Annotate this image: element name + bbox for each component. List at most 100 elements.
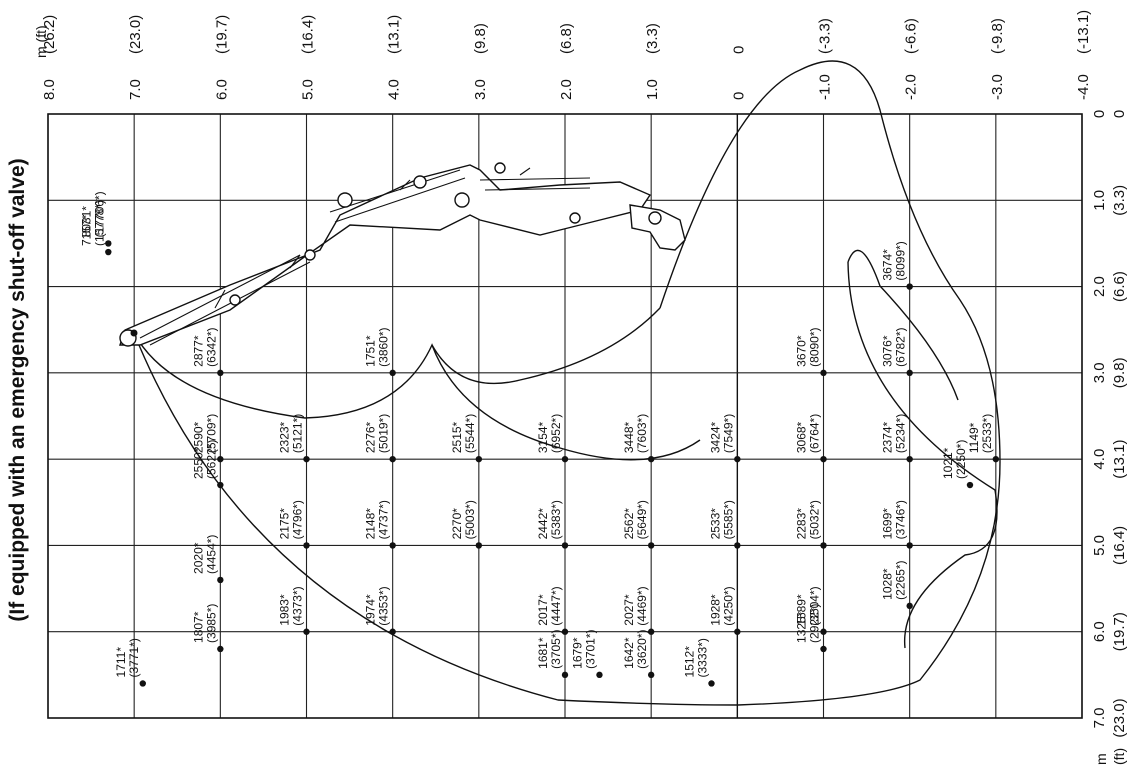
reach-tick-label-m: 3.0: [1091, 362, 1108, 383]
capacity-lb: (15778*): [92, 200, 106, 246]
reach-tick-label-ft: (6.6): [1111, 271, 1128, 302]
capacity-kg: 7157*: [79, 214, 93, 246]
capacity-kg: 2562*: [622, 508, 636, 540]
dig-depth-curve: [847, 261, 998, 649]
reach-tick-label-ft: (23.0): [1111, 698, 1128, 737]
capacity-lb: (4469*): [635, 586, 649, 625]
capacity-kg: 1021*: [941, 447, 955, 479]
bucket-pin: [648, 211, 662, 225]
capacity-label: 1679* (3701*): [570, 629, 597, 668]
capacity-label: 1983* (4373*): [278, 586, 305, 625]
arm-pin-2: [494, 162, 506, 174]
capacity-lb: (5121*): [291, 414, 305, 453]
capacity-point: [647, 671, 655, 679]
height-tick-label-m: 3.0: [472, 79, 489, 100]
capacity-kg: 1589*: [795, 594, 809, 626]
height-axis-unit-label: m (ft): [33, 25, 49, 58]
capacity-label: 3154* (6952*): [536, 414, 563, 453]
capacity-point: [217, 576, 224, 584]
capacity-kg: 1642*: [622, 637, 636, 669]
capacity-kg: 1325*: [795, 611, 809, 643]
capacity-lb: (7603*): [635, 414, 649, 453]
capacity-kg: 1512*: [682, 646, 696, 678]
capacity-point: [906, 602, 913, 610]
capacity-label: 3076* (6782*): [881, 327, 908, 366]
capacity-label: 1699* (3746*): [881, 500, 908, 539]
capacity-label: 1021* (2250*): [941, 440, 968, 479]
boom-pin-3: [337, 192, 353, 208]
capacity-points: 8031* (17706*)7157* (15778*) 2877* (6342*) 17…: [79, 191, 1000, 687]
height-tick-label-ft: (23.0): [127, 15, 144, 54]
capacity-label: 1711* (3771*): [114, 638, 141, 677]
capacity-kg: 2515*: [450, 421, 464, 453]
capacity-lb: (3985*): [204, 604, 218, 643]
capacity-point: [820, 455, 827, 463]
capacity-lb: (4447*): [549, 586, 563, 625]
capacity-kg: 3424*: [708, 421, 722, 453]
capacity-point: [139, 680, 146, 687]
capacity-point: [389, 628, 396, 635]
capacity-point: [217, 369, 224, 377]
capacity-point: [708, 680, 715, 687]
capacity-kg: 1807*: [191, 611, 205, 643]
capacity-kg: 2276*: [364, 421, 378, 453]
capacity-label: 2270* (5003*): [450, 500, 477, 539]
reach-axis: m (ft) 0 0 1.0 (3.3) 2.0 (6.6) 3.0 (9.8) 4.0 (13.…: [1091, 110, 1128, 765]
capacity-point: [734, 628, 741, 635]
load-hook-point: [130, 329, 138, 337]
capacity-label: 8031* (17706*): [79, 191, 106, 237]
capacity-kg: 2374*: [881, 421, 895, 453]
capacity-kg: 2017*: [536, 594, 550, 626]
capacity-kg: 1028*: [881, 568, 895, 600]
capacity-point: [475, 455, 483, 463]
capacity-label: 1028* (2265*): [881, 560, 908, 599]
capacity-label: 1642* (3620*): [622, 629, 649, 668]
capacity-kg: 3670*: [795, 335, 809, 367]
capacity-kg: 3154*: [536, 421, 550, 453]
capacity-lb: (2533*): [980, 414, 994, 453]
capacity-lb: (3860*): [377, 327, 391, 366]
boom-pin-2: [304, 249, 316, 261]
capacity-lb: (3746*): [894, 500, 908, 539]
reach-tick-label-m: 6.0: [1091, 621, 1108, 642]
capacity-kg: 2323*: [278, 421, 292, 453]
capacity-kg: 1711*: [114, 647, 128, 678]
height-tick-label-ft: 0: [730, 46, 747, 54]
capacity-kg: 2533*: [708, 508, 722, 540]
capacity-lb: (2250*): [954, 440, 968, 479]
arm-pin-1: [454, 192, 470, 208]
chart-frame: [47, 113, 1083, 719]
capacity-lb: (8099*): [894, 241, 908, 280]
height-tick-label-ft: (26.2): [41, 15, 58, 54]
height-tick-label-ft: (-6.6): [903, 18, 920, 54]
capacity-lb: (5622*): [204, 440, 218, 479]
capacity-kg: 1681*: [536, 637, 550, 669]
reach-tick-label-ft: (13.1): [1111, 440, 1128, 479]
capacity-lb: (3771*): [127, 638, 141, 677]
height-tick-label-m: -1.0: [817, 74, 834, 100]
capacity-label: 2283* (5032*): [795, 500, 822, 539]
capacity-kg: 3448*: [622, 421, 636, 453]
capacity-kg: 1679*: [570, 637, 584, 669]
capacity-point: [647, 455, 655, 463]
capacity-label: 1512* (3333*): [682, 638, 709, 677]
reach-axis-unit-ft: (ft): [1111, 748, 1127, 765]
capacity-label: 2148* (4737*): [364, 500, 391, 539]
reach-tick-label-m: 0: [1091, 110, 1108, 118]
capacity-label: 3674* (8099*): [881, 241, 908, 280]
capacity-point: [217, 481, 224, 489]
height-tick-label-ft: (3.3): [644, 23, 661, 54]
boom-raised-arc: [133, 332, 701, 461]
capacity-label: 2877* (6342*): [191, 327, 218, 366]
height-tick-label-m: -3.0: [989, 74, 1006, 100]
height-tick-label-ft: (-3.3): [817, 18, 834, 54]
capacity-point: [105, 248, 112, 256]
capacity-lb: (5383*): [549, 500, 563, 539]
capacity-lb: (4353*): [377, 586, 391, 625]
capacity-lb: (3701*): [583, 629, 597, 668]
capacity-label: 2515* (5544*): [450, 414, 477, 453]
inner-reach-curve: [431, 307, 661, 385]
diagram-title: (If equipped with an emergency shut-off …: [6, 158, 29, 621]
reach-tick-label-m: 7.0: [1091, 708, 1108, 729]
height-tick-label-m: 7.0: [127, 79, 144, 100]
